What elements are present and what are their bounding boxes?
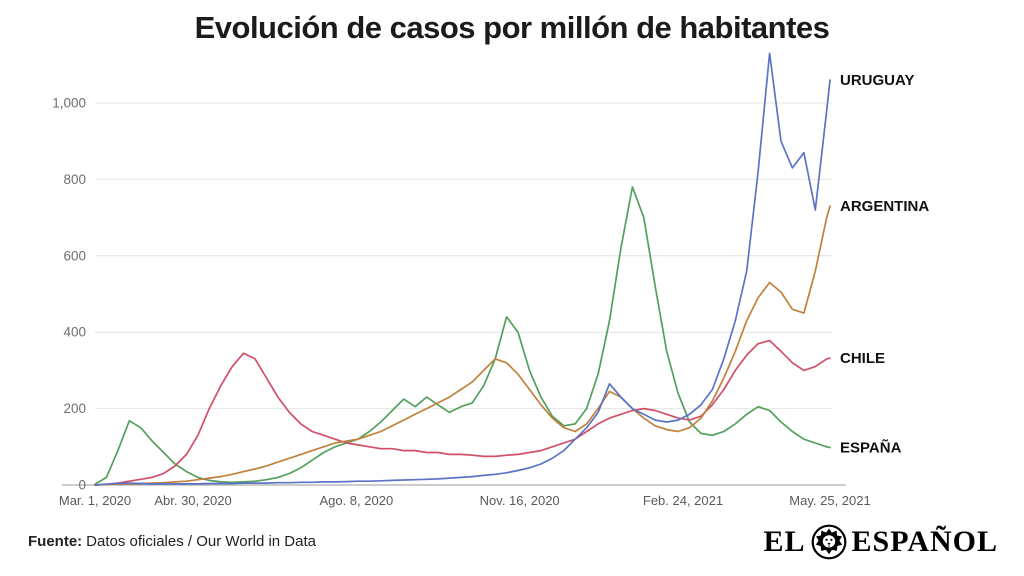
series-label-españa: ESPAÑA xyxy=(840,439,902,457)
series-line-chile xyxy=(94,339,831,486)
logo-text-espanol: ESPAÑOL xyxy=(851,524,998,558)
logo-text-el: EL xyxy=(763,524,806,558)
x-tick-label: Feb. 24, 2021 xyxy=(643,493,723,508)
lion-icon xyxy=(811,524,847,560)
source-label: Fuente: xyxy=(28,533,83,550)
chart-area: 0 200 400 600 800 1,000 Mar. 1, 2020 Abr. 30, 2… xyxy=(0,48,1024,513)
source-text: Datos oficiales / Our World in Data xyxy=(86,533,316,550)
footer: Fuente: Datos oficiales / Our World in Da… xyxy=(0,513,1024,576)
el-espanol-logo: EL ESPAÑOL xyxy=(764,524,999,560)
series-line-uruguay xyxy=(94,52,831,486)
y-tick-label: 1,000 xyxy=(52,96,86,111)
y-tick-label: 800 xyxy=(63,172,86,187)
series-label-uruguay: URUGUAY xyxy=(840,72,914,89)
series-label-argentina: ARGENTINA xyxy=(840,198,929,215)
y-tick-label: 400 xyxy=(63,325,86,340)
y-tick-label: 200 xyxy=(63,401,86,416)
series-line-argentina xyxy=(94,205,831,486)
x-tick-label: Ago. 8, 2020 xyxy=(319,493,393,508)
source-note: Fuente: Datos oficiales / Our World in Da… xyxy=(28,533,316,550)
y-tick-label: 0 xyxy=(78,478,86,493)
series-label-chile: CHILE xyxy=(840,350,885,367)
x-tick-label: Nov. 16, 2020 xyxy=(480,493,560,508)
series-line-españa xyxy=(94,186,831,486)
y-tick-label: 600 xyxy=(63,248,86,263)
line-chart: 0 200 400 600 800 1,000 Mar. 1, 2020 Abr. 30, 2… xyxy=(52,52,929,508)
x-tick-label: May. 25, 2021 xyxy=(789,493,870,508)
x-tick-label: Mar. 1, 2020 xyxy=(59,493,131,508)
x-tick-label: Abr. 30, 2020 xyxy=(154,493,231,508)
chart-title: Evolución de casos por millón de habitan… xyxy=(194,10,830,45)
